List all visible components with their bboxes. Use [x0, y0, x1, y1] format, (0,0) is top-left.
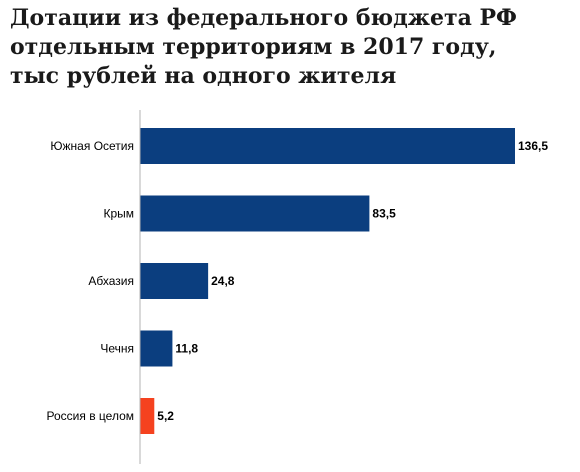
value-label-4: 5,2 — [157, 409, 174, 423]
value-label-1: 83,5 — [372, 207, 396, 221]
bar-3 — [140, 330, 173, 367]
chart-title-line-3: тыс рублей на одного жителя — [10, 63, 397, 89]
bar-1 — [140, 195, 370, 232]
category-label-4: Россия в целом — [47, 409, 134, 423]
value-label-2: 24,8 — [211, 274, 235, 288]
bar-4 — [140, 398, 155, 434]
value-label-3: 11,8 — [175, 342, 198, 356]
value-label-0: 136,5 — [518, 139, 548, 153]
chart-title: Дотации из федерального бюджета РФ отдел… — [10, 4, 575, 91]
category-label-1: Крым — [103, 207, 134, 221]
bar-0 — [140, 128, 515, 164]
chart-title-line-2: отдельным территориям в 2017 году, — [10, 34, 497, 60]
category-label-3: Чечня — [100, 342, 134, 356]
chart-title-line-1: Дотации из федерального бюджета РФ — [10, 5, 517, 31]
category-label-0: Южная Осетия — [50, 139, 134, 153]
bars-group: Южная Осетия 136,5 Крым 83,5 Абхазия 24,8 Чечн… — [47, 128, 548, 434]
bar-2 — [140, 263, 209, 299]
category-label-2: Абхазия — [88, 274, 134, 288]
